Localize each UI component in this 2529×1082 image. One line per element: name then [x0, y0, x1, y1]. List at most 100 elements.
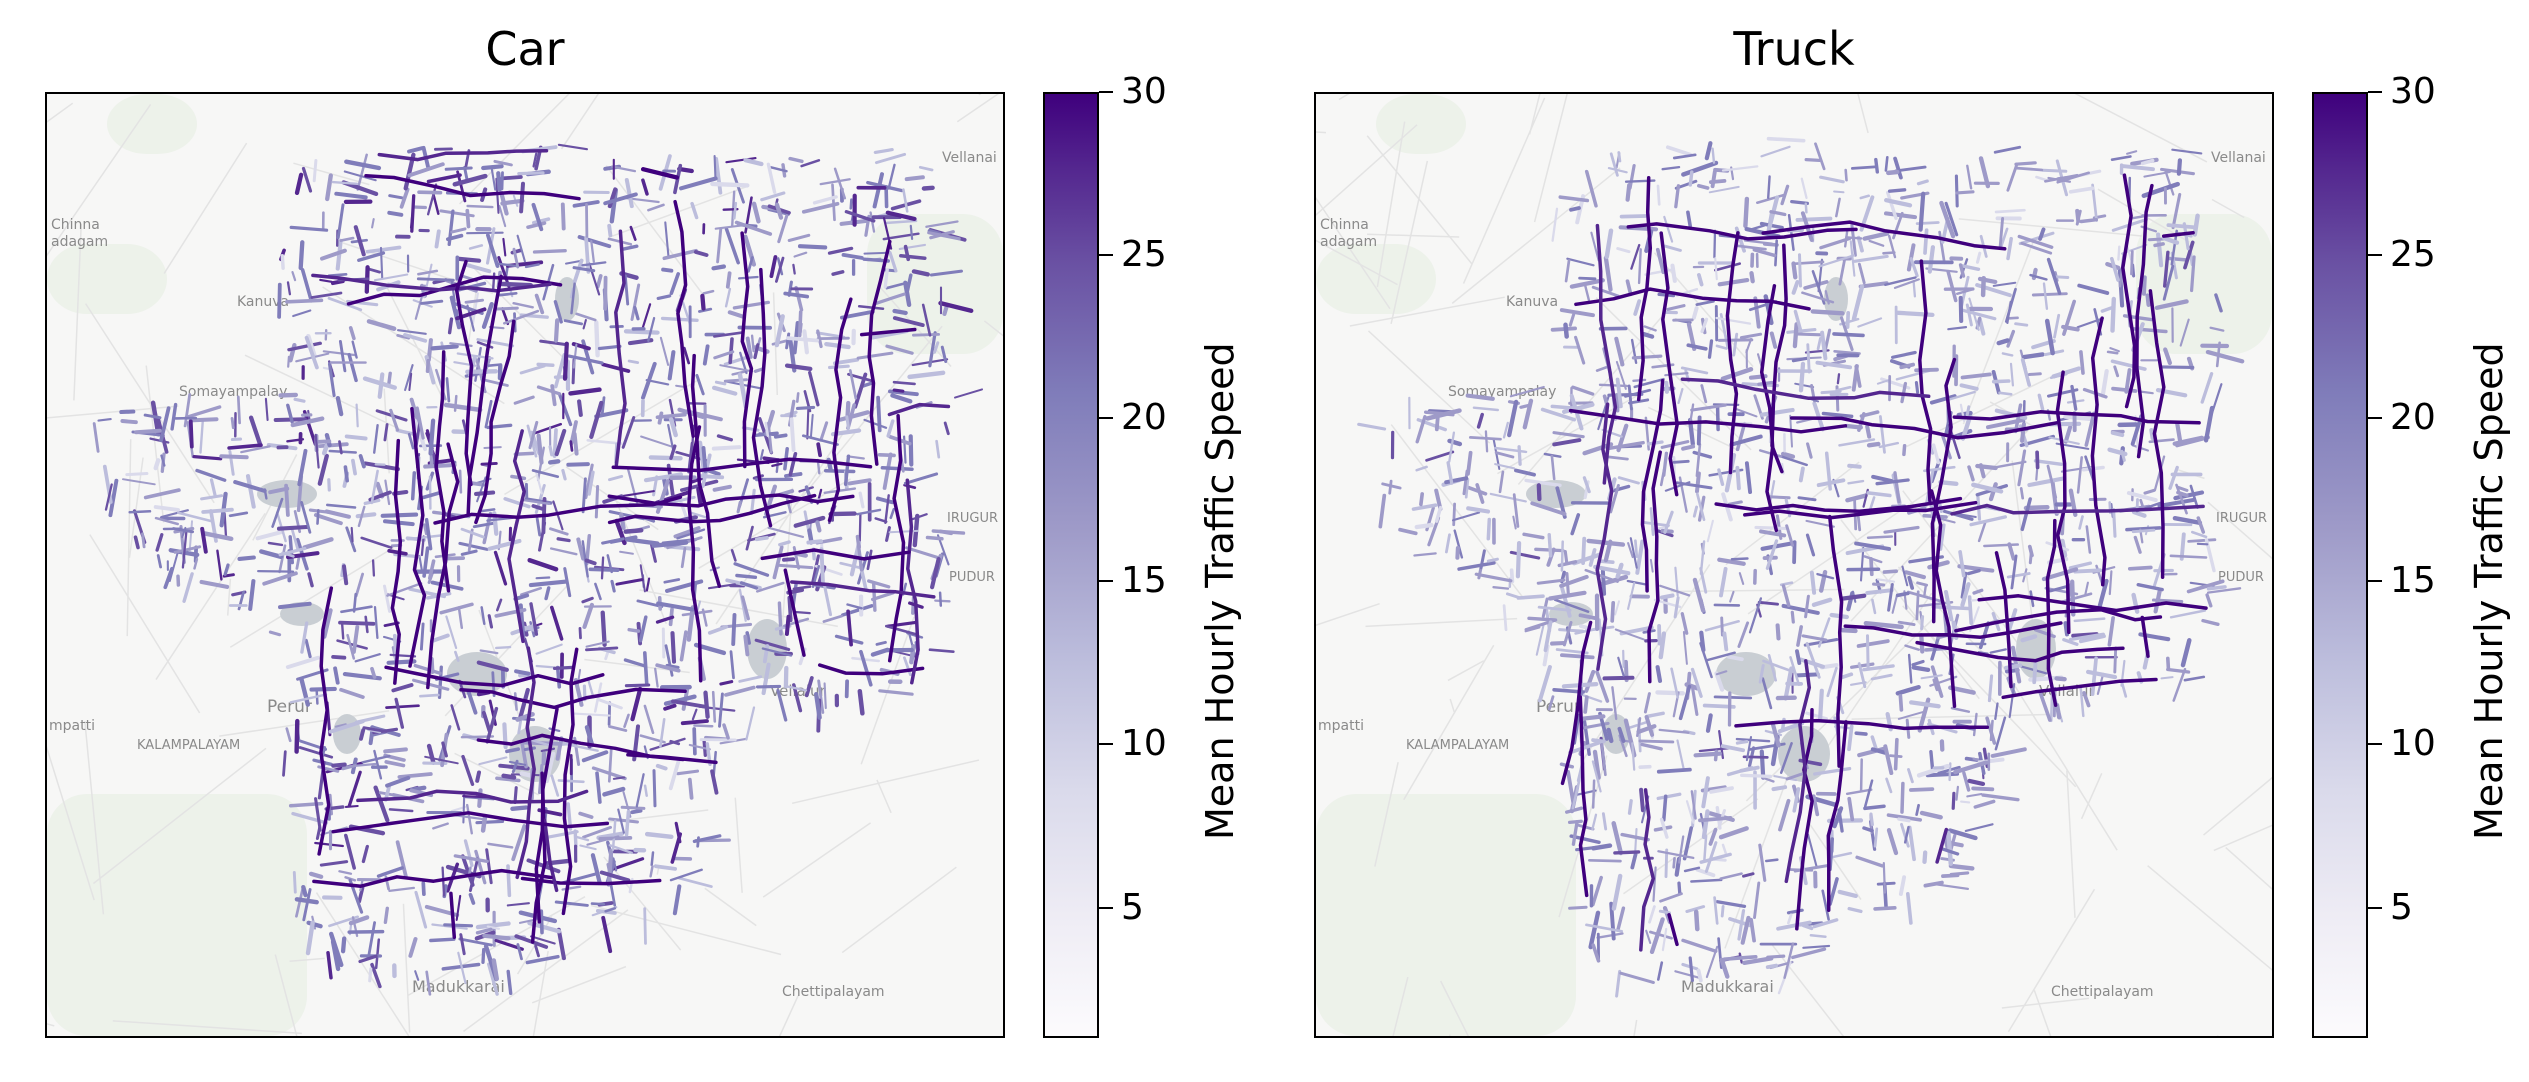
road-segment	[1680, 612, 1689, 635]
road-segment	[707, 624, 729, 635]
road-segment	[2007, 542, 2016, 561]
road-segment	[1502, 604, 1508, 632]
road-segment	[301, 884, 308, 898]
road-segment	[1559, 308, 1595, 318]
road-segment	[413, 418, 428, 452]
road-segment	[1543, 620, 1553, 653]
road-segment	[1752, 248, 1777, 258]
road-segment	[1795, 216, 1833, 222]
road-segment	[2006, 300, 2012, 324]
road-segment	[844, 209, 876, 223]
road-segment	[921, 185, 935, 191]
road-segment	[1595, 670, 1610, 703]
basemap-road	[1316, 124, 1418, 216]
road-segment	[312, 159, 318, 183]
road-segment	[1809, 934, 1827, 938]
road-segment	[620, 805, 646, 810]
road-segment	[560, 202, 566, 231]
road-segment	[1609, 484, 1620, 514]
road-segment	[892, 380, 916, 386]
road-segment	[760, 191, 786, 202]
road-segment	[612, 776, 626, 780]
road-segment	[1958, 295, 1964, 323]
road-segment	[2165, 656, 2171, 671]
road-segment	[1720, 904, 1725, 918]
road-segment	[2053, 313, 2061, 339]
road-segment	[750, 334, 755, 353]
road-segment	[1652, 866, 1657, 902]
road-segment	[1602, 675, 1635, 681]
road-segment	[1713, 262, 1742, 272]
road-segment	[724, 227, 740, 265]
place-label: Perur	[1536, 697, 1581, 717]
road-segment	[1644, 711, 1665, 719]
road-segment	[1775, 623, 1781, 641]
road-segment	[1509, 568, 1515, 584]
road-segment	[300, 500, 312, 534]
colorbar-tick-label: 5	[1121, 886, 1144, 928]
road-segment	[776, 688, 788, 722]
road-segment	[521, 498, 551, 505]
road-segment	[698, 474, 725, 480]
road-segment	[872, 582, 877, 612]
road-segment	[1700, 317, 1709, 334]
road-segment	[2106, 350, 2119, 355]
basemap-road	[407, 896, 586, 997]
road-segment	[531, 504, 546, 512]
road-segment	[1722, 631, 1729, 652]
road-segment	[1517, 445, 1522, 466]
road-segment	[1765, 963, 1779, 969]
road-segment	[1932, 443, 1941, 465]
basemap-road	[126, 439, 132, 637]
road-segment	[108, 478, 119, 518]
road-segment	[608, 725, 628, 732]
road-segment	[485, 848, 493, 885]
colorbar-tick-label: 20	[1121, 397, 1167, 439]
road-segment	[2110, 296, 2116, 333]
basemap-road	[145, 365, 165, 523]
road-segment	[2130, 250, 2134, 276]
road-segment	[361, 844, 369, 864]
road-segment	[1633, 299, 1642, 316]
road-segment	[340, 605, 373, 614]
road-segment	[299, 677, 310, 707]
road-segment	[466, 688, 478, 715]
road-segment	[1705, 651, 1736, 662]
basemap-road	[1316, 196, 1391, 310]
road-segment	[1607, 166, 1628, 174]
road-segment	[572, 432, 579, 456]
road-segment	[426, 173, 462, 184]
road-segment	[395, 840, 408, 878]
road-segment	[2100, 369, 2109, 398]
place-label: Chinna	[1320, 217, 1369, 233]
road-segment	[769, 255, 778, 279]
road-segment	[2082, 691, 2091, 708]
colorbar-tick-label: 30	[1121, 71, 1167, 112]
road-segment	[1568, 313, 1576, 327]
road-segment	[1693, 909, 1700, 932]
road-segment	[819, 547, 825, 583]
road-segment	[419, 622, 425, 651]
road-segment	[319, 860, 349, 867]
road-segment	[183, 393, 192, 428]
road-segment	[1845, 788, 1873, 796]
road-segment	[856, 351, 894, 360]
road-segment	[532, 249, 567, 254]
basemap-road	[1365, 617, 1518, 628]
road-segment	[1804, 202, 1808, 214]
road-segment	[2136, 583, 2164, 592]
road-segment	[2017, 234, 2054, 249]
arterial-road	[364, 174, 581, 201]
road-segment	[2062, 299, 2077, 336]
road-segment	[1791, 356, 1809, 363]
road-segment	[731, 612, 737, 647]
road-segment	[691, 708, 698, 721]
road-segment	[838, 410, 870, 422]
road-segment	[554, 900, 589, 907]
road-segment	[693, 250, 709, 258]
road-segment	[422, 523, 428, 536]
road-segment	[667, 423, 675, 451]
road-segment	[1967, 465, 1975, 482]
road-segment	[1900, 381, 1908, 404]
road-segment	[1591, 285, 1620, 298]
